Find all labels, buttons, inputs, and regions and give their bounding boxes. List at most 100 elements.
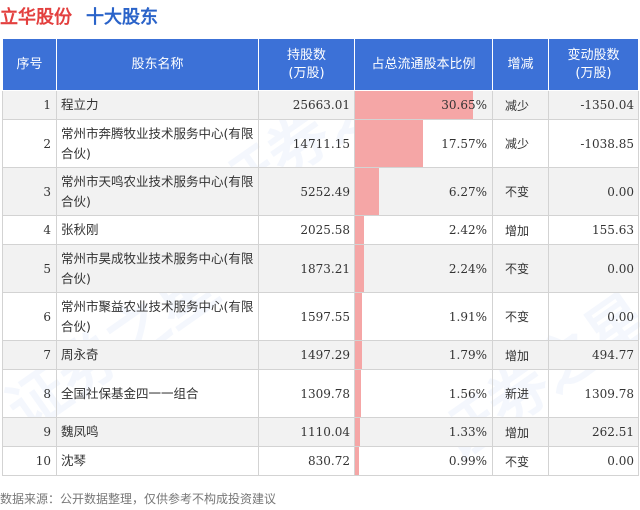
table-row: 5 常州市昊成牧业技术服务中心(有限合伙) 1873.21 2.24% 不变 0.00 [2, 244, 639, 293]
table-row: 4 张秋刚 2025.58 2.42% 增加 155.63 [2, 215, 639, 245]
ratio-bar [355, 120, 423, 167]
data-source-note: 数据来源：公开数据整理，仅供参考不构成投资建议 [0, 492, 277, 506]
table-row: 9 魏凤鸣 1110.04 1.33% 增加 262.51 [2, 417, 639, 447]
rank-cell: 5 [2, 244, 57, 293]
holder-name-cell: 常州市昊成牧业技术服务中心(有限合伙) [56, 244, 259, 293]
shares-cell: 25663.01 [258, 90, 355, 120]
change-cell: 0.00 [548, 292, 639, 341]
holder-name-cell: 常州市聚益农业技术服务中心(有限合伙) [56, 292, 259, 341]
ratio-bar [355, 216, 365, 244]
change-cell: -1350.04 [548, 90, 639, 120]
ratio-cell: 0.99% [354, 446, 493, 476]
holder-name-cell: 周永奇 [56, 340, 259, 370]
change-cell: -1038.85 [548, 119, 639, 168]
ratio-text: 1.33% [448, 425, 487, 439]
shares-cell: 1597.55 [258, 292, 355, 341]
ratio-bar [355, 293, 363, 340]
trend-cell: 增加 [492, 417, 549, 447]
ratio-cell: 2.24% [354, 244, 493, 293]
change-cell: 0.00 [548, 244, 639, 293]
ratio-text: 1.79% [448, 348, 487, 362]
rank-cell: 3 [2, 167, 57, 216]
table-header-row: 序号 股东名称 持股数 (万股) 占总流通股本比例 增减 变动股数 (万股) [2, 38, 639, 91]
shares-cell: 1110.04 [258, 417, 355, 447]
table-row: 8 全国社保基金四一一组合 1309.78 1.56% 新进 1309.78 [2, 369, 639, 418]
shares-cell: 1497.29 [258, 340, 355, 370]
ratio-bar [355, 168, 380, 215]
ratio-bar [355, 370, 361, 417]
holder-name-cell: 张秋刚 [56, 215, 259, 245]
change-cell: 494.77 [548, 340, 639, 370]
table-row: 3 常州市天鸣农业技术服务中心(有限合伙) 5252.49 6.27% 不变 0.00 [2, 167, 639, 216]
header-change: 变动股数 (万股) [548, 38, 639, 91]
ratio-text: 17.57% [441, 136, 487, 151]
rank-cell: 7 [2, 340, 57, 370]
trend-cell: 不变 [492, 244, 549, 293]
shareholders-table: 序号 股东名称 持股数 (万股) 占总流通股本比例 增减 变动股数 (万股) 1 程立… [2, 38, 639, 476]
ratio-text: 2.42% [448, 223, 487, 237]
table-row: 2 常州市奔腾牧业技术服务中心(有限合伙) 14711.15 17.57% 减少 -103… [2, 119, 639, 168]
shares-cell: 2025.58 [258, 215, 355, 245]
ratio-cell: 6.27% [354, 167, 493, 216]
ratio-cell: 17.57% [354, 119, 493, 168]
trend-cell: 增加 [492, 215, 549, 245]
ratio-text: 6.27% [448, 184, 487, 199]
company-name: 立华股份 [0, 7, 72, 28]
holder-name-cell: 常州市奔腾牧业技术服务中心(有限合伙) [56, 119, 259, 168]
ratio-text: 1.56% [448, 386, 487, 401]
rank-cell: 8 [2, 369, 57, 418]
trend-cell: 新进 [492, 369, 549, 418]
ratio-cell: 1.79% [354, 340, 493, 370]
ratio-cell: 1.56% [354, 369, 493, 418]
rank-cell: 2 [2, 119, 57, 168]
ratio-text: 30.65% [441, 98, 487, 112]
change-cell: 155.63 [548, 215, 639, 245]
ratio-bar [355, 245, 364, 292]
ratio-bar [355, 418, 361, 446]
shares-cell: 830.72 [258, 446, 355, 476]
shares-cell: 5252.49 [258, 167, 355, 216]
header-rank: 序号 [2, 38, 57, 91]
rank-cell: 6 [2, 292, 57, 341]
ratio-bar [355, 91, 473, 119]
table-row: 10 沈琴 830.72 0.99% 不变 0.00 [2, 446, 639, 476]
change-cell: 0.00 [548, 446, 639, 476]
rank-cell: 4 [2, 215, 57, 245]
table-row: 6 常州市聚益农业技术服务中心(有限合伙) 1597.55 1.91% 不变 0.00 [2, 292, 639, 341]
ratio-cell: 2.42% [354, 215, 493, 245]
ratio-cell: 1.33% [354, 417, 493, 447]
change-cell: 262.51 [548, 417, 639, 447]
header-shares: 持股数 (万股) [258, 38, 355, 91]
ratio-text: 0.99% [448, 454, 487, 468]
holder-name-cell: 全国社保基金四一一组合 [56, 369, 259, 418]
table-body: 1 程立力 25663.01 30.65% 减少 -1350.04 2 常州市奔腾牧业技术服务… [2, 90, 639, 476]
ratio-bar [355, 341, 362, 369]
ratio-text: 1.91% [448, 309, 487, 324]
rank-cell: 10 [2, 446, 57, 476]
change-cell: 0.00 [548, 167, 639, 216]
holder-name-cell: 魏凤鸣 [56, 417, 259, 447]
trend-cell: 增加 [492, 340, 549, 370]
shares-cell: 1873.21 [258, 244, 355, 293]
table-row: 7 周永奇 1497.29 1.79% 增加 494.77 [2, 340, 639, 370]
ratio-cell: 1.91% [354, 292, 493, 341]
change-cell: 1309.78 [548, 369, 639, 418]
rank-cell: 1 [2, 90, 57, 120]
section-title: 十大股东 [86, 7, 158, 28]
header-ratio: 占总流通股本比例 [354, 38, 493, 91]
trend-cell: 减少 [492, 90, 549, 120]
holder-name-cell: 程立力 [56, 90, 259, 120]
trend-cell: 不变 [492, 167, 549, 216]
header-trend: 增减 [492, 38, 549, 91]
page-title: 立华股份 十大股东 [0, 2, 158, 30]
holder-name-cell: 沈琴 [56, 446, 259, 476]
table-row: 1 程立力 25663.01 30.65% 减少 -1350.04 [2, 90, 639, 120]
shares-cell: 14711.15 [258, 119, 355, 168]
trend-cell: 不变 [492, 292, 549, 341]
ratio-text: 2.24% [448, 261, 487, 276]
header-name: 股东名称 [56, 38, 259, 91]
holder-name-cell: 常州市天鸣农业技术服务中心(有限合伙) [56, 167, 259, 216]
trend-cell: 减少 [492, 119, 549, 168]
shares-cell: 1309.78 [258, 369, 355, 418]
ratio-bar [355, 447, 359, 475]
